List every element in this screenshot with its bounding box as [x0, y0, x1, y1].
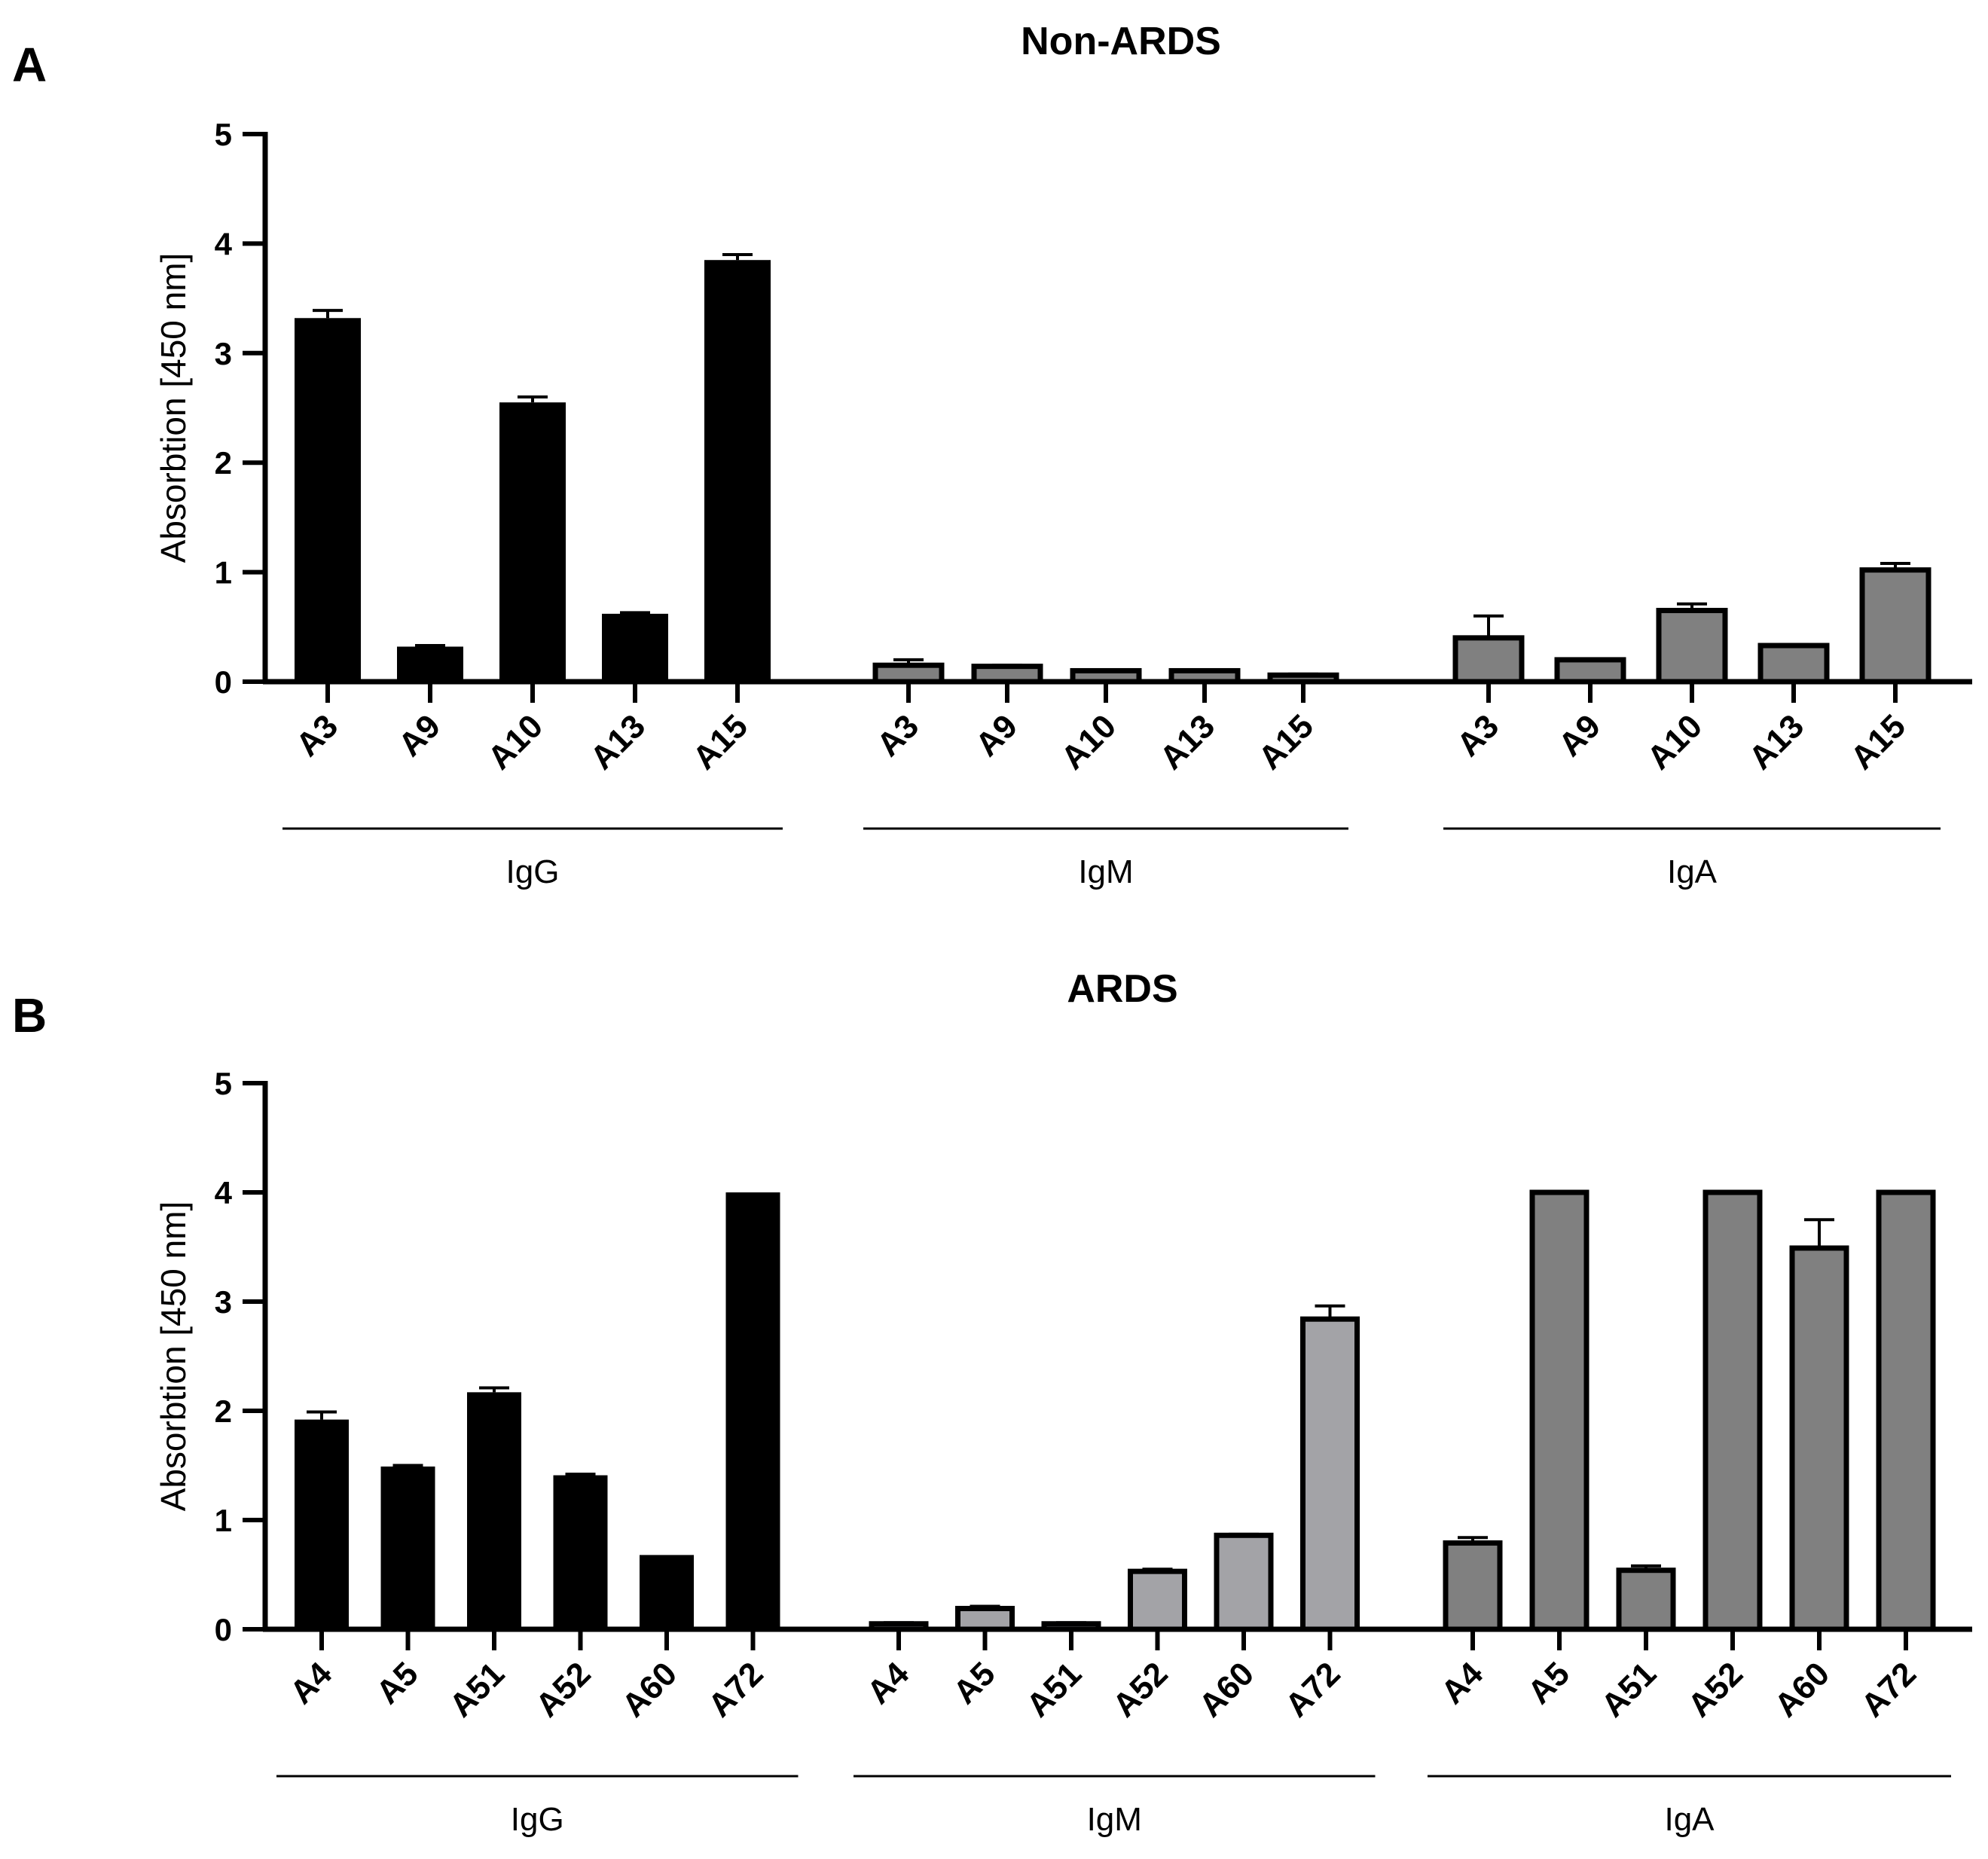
x-tick-label: A13	[1153, 707, 1222, 777]
bar	[1789, 1245, 1849, 1632]
bar	[1616, 1567, 1676, 1632]
y-axis-label: Absorbtion [450 nm]	[154, 253, 193, 563]
y-axis-label: Absorbtion [450 nm]	[154, 1201, 193, 1512]
y-tick-label: 4	[215, 1175, 233, 1210]
bar	[1168, 667, 1241, 685]
x-tick-label: A52	[1681, 1655, 1750, 1724]
bar	[1554, 657, 1626, 685]
bar	[295, 1419, 349, 1629]
x-tick-label: A72	[701, 1655, 771, 1724]
bar	[467, 1392, 521, 1629]
x-tick-label: A72	[1854, 1655, 1923, 1724]
x-tick-label: A9	[1552, 707, 1608, 763]
group-label: IgA	[1664, 1801, 1715, 1838]
bar	[869, 1621, 929, 1632]
bar	[499, 402, 566, 682]
x-tick-label: A4	[283, 1655, 340, 1711]
bar-group-igg: A4 A5 A51 A52 A60 A72 IgG	[276, 1192, 799, 1838]
bar	[1128, 1568, 1187, 1632]
bar	[1443, 1540, 1503, 1632]
x-tick-label: A10	[481, 707, 550, 777]
bar-group-iga: A4 A5 A51 A52 A60 A72 IgA	[1428, 1189, 1951, 1838]
bar-group-iga: A3 A9 A10 A13 A15 IgA	[1443, 561, 1941, 890]
x-tick-label: A51	[1019, 1655, 1089, 1724]
bar	[295, 318, 361, 682]
bar	[602, 613, 668, 682]
x-tick-label: A5	[369, 1655, 425, 1711]
bar	[397, 646, 463, 682]
bar	[1041, 1621, 1101, 1632]
bar	[1452, 635, 1525, 685]
x-tick-label: A52	[529, 1655, 598, 1724]
y-tick-label: 0	[215, 1612, 232, 1647]
y-tick-label: 4	[215, 226, 233, 261]
x-tick-label: A3	[289, 707, 345, 763]
bar	[1267, 672, 1339, 685]
y-tick-label: 0	[215, 664, 232, 700]
bar	[1859, 567, 1932, 685]
bar	[380, 1466, 435, 1629]
x-tick-label: A3	[1450, 707, 1506, 763]
y-tick-label: 5	[215, 1066, 232, 1101]
x-tick-label: A60	[1192, 1655, 1261, 1724]
panel-letter: B	[12, 988, 47, 1042]
x-tick-label: A52	[1106, 1655, 1175, 1724]
bar	[553, 1475, 608, 1629]
group-label: IgG	[506, 853, 560, 890]
x-tick-label: A15	[686, 707, 755, 777]
panel-letter: A	[12, 38, 47, 92]
y-tick-label: 1	[215, 555, 232, 591]
bar	[1070, 667, 1142, 685]
group-label: IgM	[1078, 853, 1133, 890]
chart-title: Non-ARDS	[1021, 20, 1221, 63]
group-label: IgG	[511, 1801, 564, 1838]
bar	[1529, 1189, 1589, 1632]
x-tick-label: A9	[969, 707, 1025, 763]
y-tick-label: 3	[215, 1284, 232, 1320]
x-tick-label: A51	[442, 1655, 512, 1724]
y-tick-label: 2	[215, 1393, 232, 1429]
bar	[1214, 1532, 1274, 1632]
x-tick-label: A9	[392, 707, 447, 763]
y-tick-label: 3	[215, 336, 232, 371]
bar	[1656, 607, 1728, 685]
x-tick-label: A13	[1742, 707, 1811, 777]
x-tick-label: A5	[946, 1655, 1002, 1711]
bar	[1300, 1316, 1360, 1632]
bar	[1876, 1189, 1936, 1632]
x-tick-label: A51	[1594, 1655, 1663, 1724]
x-tick-label: A72	[1278, 1655, 1348, 1724]
y-tick-label: 5	[215, 117, 232, 152]
bar	[971, 664, 1043, 685]
bar	[872, 662, 945, 685]
bar	[725, 1192, 780, 1629]
x-tick-label: A3	[870, 707, 926, 763]
bar	[704, 260, 771, 682]
x-tick-label: A4	[1434, 1655, 1491, 1711]
x-tick-label: A13	[583, 707, 652, 777]
y-tick-label: 1	[215, 1503, 232, 1538]
bar	[1757, 643, 1830, 685]
bar-group-igm: A4 A5 A51 A52 A60 A72 IgM	[854, 1304, 1376, 1838]
x-tick-label: A60	[615, 1655, 684, 1724]
x-tick-label: A15	[1251, 707, 1321, 777]
y-tick-label: 2	[215, 445, 232, 481]
x-tick-label: A10	[1640, 707, 1709, 777]
group-label: IgA	[1667, 853, 1718, 890]
bar	[1702, 1189, 1763, 1632]
x-tick-label: A10	[1054, 707, 1123, 777]
x-tick-label: A60	[1767, 1655, 1837, 1724]
bar	[955, 1605, 1015, 1632]
chart-panel-a: A Non-ARDS 0 1 2 3 4 5 Absorbtion [450 nm] A3 A9 A1…	[12, 20, 1972, 890]
group-label: IgM	[1087, 1801, 1142, 1838]
x-tick-label: A5	[1521, 1655, 1577, 1711]
bar-group-igm: A3 A9 A10 A13 A15 IgM	[863, 658, 1348, 890]
bar-group-igg: A3 A9 A10 A13 A15 IgG	[282, 252, 783, 890]
chart-title: ARDS	[1067, 967, 1177, 1011]
x-tick-label: A4	[860, 1655, 917, 1711]
bar	[640, 1555, 694, 1629]
x-tick-label: A15	[1843, 707, 1913, 777]
